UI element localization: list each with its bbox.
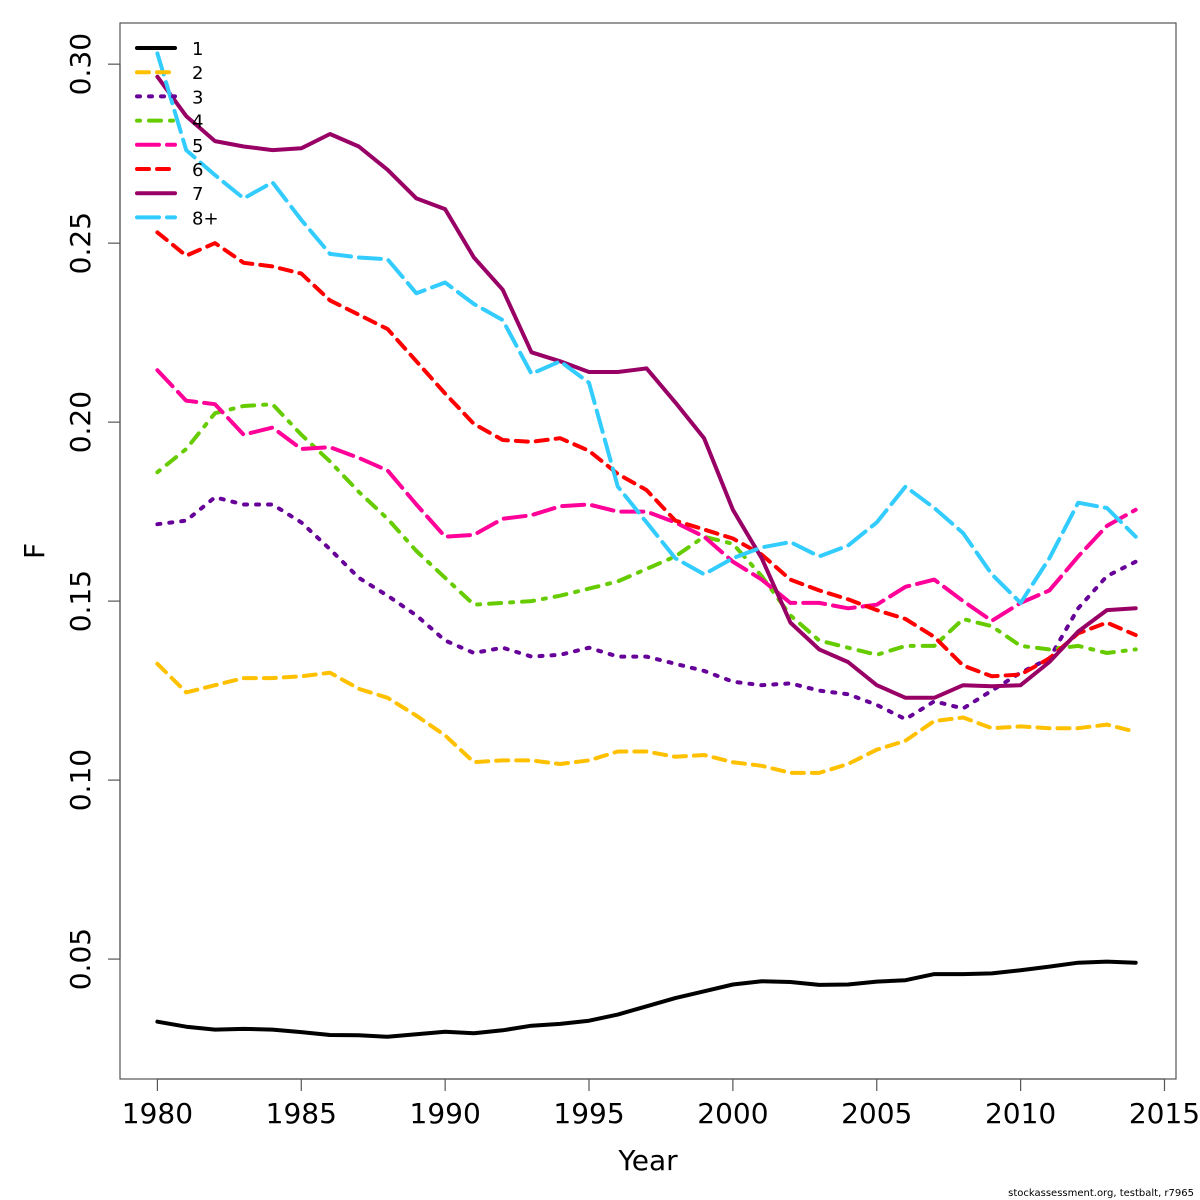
series-line-age-8plus: [155, 51, 1138, 605]
x-tick-label: 2015: [1129, 1097, 1200, 1130]
y-axis-title: F: [18, 543, 51, 559]
series-line-age-1: [155, 959, 1138, 1039]
x-tick-label: 1995: [553, 1097, 624, 1130]
y-tick-label: 0.05: [64, 928, 97, 990]
x-axis-title: Year: [617, 1144, 678, 1177]
x-tick-label: 2000: [697, 1097, 768, 1130]
x-tick-label: 1990: [410, 1097, 481, 1130]
legend-label: 6: [192, 160, 203, 181]
y-tick-label: 0.25: [64, 212, 97, 274]
legend-label: 7: [192, 184, 203, 205]
legend-label: 2: [192, 63, 203, 84]
y-tick-label: 0.15: [64, 570, 97, 632]
legend-label: 3: [192, 87, 203, 108]
legend-label: 4: [192, 112, 203, 133]
series-line-age-5: [155, 368, 1138, 623]
y-axis: 0.05 0.10 0.15 0.20 0.25 0.30: [64, 33, 121, 990]
y-tick-label: 0.30: [64, 33, 97, 95]
y-tick-label: 0.10: [64, 749, 97, 811]
series-layer: [155, 51, 1138, 1039]
x-axis: 1980 1985 1990 1995 2000 2005 2010 2015: [122, 1078, 1200, 1130]
y-tick-label: 0.20: [64, 391, 97, 453]
legend: 1 2 3 4 5 6 7 8+: [135, 39, 219, 229]
series-line-age-3: [155, 495, 1138, 722]
legend-label: 1: [192, 39, 203, 60]
series-line-age-6: [155, 230, 1138, 679]
series-line-age-7: [155, 74, 1138, 700]
x-tick-label: 2005: [841, 1097, 912, 1130]
x-tick-label: 1985: [266, 1097, 337, 1130]
x-tick-label: 2010: [985, 1097, 1056, 1130]
x-tick-label: 1980: [122, 1097, 193, 1130]
credit-text: stockassessment.org, testbalt, r7965: [1008, 1188, 1194, 1199]
series-line-age-2: [155, 661, 1138, 775]
series-line-age-4: [155, 402, 1138, 657]
plot-frame: [119, 22, 1177, 1080]
legend-label: 5: [192, 136, 203, 157]
legend-label: 8+: [192, 208, 219, 229]
